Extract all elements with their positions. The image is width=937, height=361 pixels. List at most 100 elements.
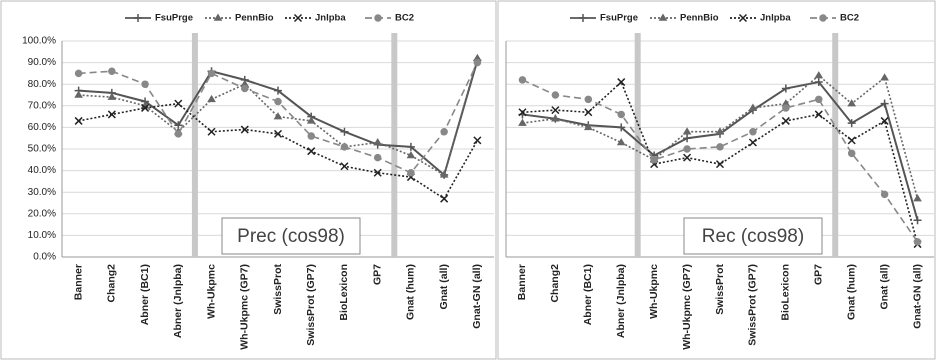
- marker: [683, 153, 692, 162]
- legend-label: PennBio: [680, 13, 719, 24]
- y-tick-label: 80.0%: [28, 79, 56, 90]
- x-tick-label: GP7: [371, 264, 383, 285]
- marker: [174, 130, 183, 138]
- group-separator: [634, 33, 641, 257]
- marker: [439, 170, 449, 178]
- marker: [108, 67, 116, 75]
- marker: [274, 86, 282, 95]
- legend-label: FsuPrge: [600, 13, 638, 24]
- marker: [373, 153, 382, 162]
- x-tick-label: Banner: [72, 264, 84, 300]
- marker: [913, 216, 922, 225]
- marker: [782, 104, 790, 112]
- marker: [107, 110, 116, 119]
- marker: [913, 194, 922, 202]
- marker: [913, 238, 922, 246]
- legend-marker: [658, 13, 668, 21]
- panel-frame: [0, 0, 497, 360]
- marker: [174, 99, 183, 108]
- marker: [373, 138, 383, 146]
- marker: [584, 95, 593, 104]
- x-tick-label: Gnat (all): [878, 264, 890, 310]
- marker: [340, 143, 349, 151]
- marker: [407, 169, 415, 177]
- x-tick-label: Gnat (hum): [845, 264, 857, 320]
- x-tick-label: Gnat (hum): [405, 264, 417, 320]
- y-tick-label: 0.0%: [33, 252, 56, 263]
- marker: [207, 69, 216, 78]
- marker: [107, 92, 117, 100]
- marker: [241, 84, 249, 93]
- marker: [273, 112, 283, 120]
- marker: [847, 119, 856, 128]
- marker: [274, 97, 282, 106]
- legend-marker: [213, 13, 223, 21]
- marker: [847, 136, 856, 145]
- marker: [74, 116, 83, 125]
- marker: [880, 116, 889, 125]
- panel-frame: [497, 0, 936, 360]
- line: [522, 80, 919, 221]
- group-separator: [191, 33, 198, 257]
- x-tick-label: SwissProt: [714, 264, 726, 315]
- legend-label: Jnlpba: [760, 13, 791, 24]
- legend-marker: [134, 14, 142, 22]
- annotation: Prec (cos98): [237, 226, 345, 247]
- marker: [880, 73, 889, 81]
- annotation: Rec (cos98): [702, 226, 804, 247]
- marker: [847, 149, 856, 158]
- x-tick-label: BioLexicon: [780, 264, 792, 321]
- marker: [373, 168, 382, 177]
- x-tick-label: Chang2: [549, 264, 561, 303]
- marker: [716, 143, 724, 151]
- marker: [847, 99, 857, 107]
- marker: [682, 127, 692, 135]
- x-tick-label: Gnat-GN (all): [911, 264, 923, 329]
- marker: [440, 127, 448, 136]
- legend-label: PennBio: [235, 13, 274, 24]
- marker: [551, 106, 560, 115]
- marker: [584, 108, 593, 117]
- marker: [748, 138, 757, 147]
- marker: [207, 94, 216, 103]
- y-tick-label: 20.0%: [28, 208, 56, 219]
- marker: [551, 91, 560, 99]
- legend-marker: [374, 14, 382, 22]
- marker: [880, 99, 889, 108]
- y-tick-label: 70.0%: [28, 100, 56, 111]
- marker: [617, 78, 626, 87]
- marker: [749, 127, 757, 136]
- marker: [473, 58, 482, 67]
- marker: [683, 145, 691, 153]
- marker: [715, 160, 725, 169]
- marker: [551, 114, 560, 122]
- x-tick-label: Abner (BC1): [139, 264, 151, 325]
- marker: [307, 147, 316, 156]
- marker: [74, 69, 83, 78]
- legend-label: FsuPrge: [155, 13, 193, 24]
- marker: [141, 103, 150, 112]
- annotation-box: [221, 217, 361, 255]
- legend-marker: [819, 14, 827, 22]
- x-tick-label: Abner (BC1): [582, 264, 594, 325]
- x-tick-label: Abner (Jnlpba): [172, 264, 184, 338]
- annotation-box: [683, 217, 823, 255]
- x-tick-label: Abner (Jnlpba): [615, 264, 627, 338]
- marker: [814, 110, 823, 119]
- marker: [518, 108, 527, 117]
- marker: [616, 138, 626, 146]
- marker: [617, 123, 626, 132]
- x-tick-label: Gnat (all): [438, 264, 450, 310]
- marker: [240, 125, 249, 134]
- marker: [781, 84, 790, 93]
- marker: [650, 156, 658, 164]
- x-tick-label: Wh-Ukpmc: [648, 264, 660, 319]
- x-tick-label: Chang2: [106, 264, 118, 303]
- marker: [683, 134, 692, 143]
- marker: [748, 103, 758, 111]
- marker: [207, 127, 216, 136]
- marker: [307, 132, 315, 140]
- marker: [814, 71, 824, 79]
- marker: [814, 78, 823, 87]
